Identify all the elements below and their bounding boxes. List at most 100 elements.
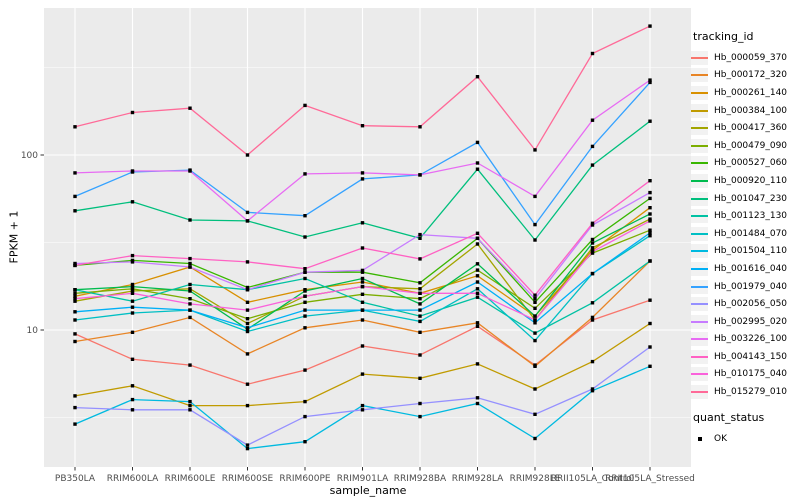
- data-point: [590, 301, 595, 305]
- legend-key-swatch: [691, 332, 708, 347]
- data-point: [418, 319, 422, 324]
- data-point: [590, 241, 595, 245]
- data-point: [648, 119, 652, 123]
- legend-item-Hb_001979_040: Hb_001979_040: [691, 278, 800, 296]
- data-point: [303, 289, 307, 293]
- legend-key-swatch: [691, 138, 708, 153]
- data-point: [648, 190, 652, 195]
- data-point: [533, 331, 537, 335]
- data-point: [360, 276, 365, 281]
- legend-item-label: Hb_001123_130: [714, 211, 788, 222]
- x-tick-label: RRIM928LA: [452, 474, 504, 484]
- legend-item-Hb_002056_050: Hb_002056_050: [691, 295, 800, 313]
- data-point: [303, 440, 307, 444]
- data-point: [303, 267, 307, 271]
- data-point: [475, 295, 480, 299]
- legend-item-Hb_004143_150: Hb_004143_150: [691, 348, 800, 366]
- data-point: [130, 384, 135, 388]
- legend-item-label: Hb_000920_110: [714, 175, 788, 186]
- x-tick-label: RRIM600PE: [279, 474, 331, 484]
- data-point: [303, 235, 307, 239]
- data-point: [475, 362, 480, 366]
- data-point: [245, 210, 250, 215]
- legend-item-Hb_001616_040: Hb_001616_040: [691, 260, 800, 278]
- legend-item-label: OK: [714, 433, 727, 444]
- data-point: [73, 294, 77, 298]
- data-point: [648, 231, 652, 235]
- legend-item-quant-ok: OK: [691, 430, 800, 448]
- y-tick-label: 100: [21, 151, 38, 161]
- data-point: [360, 308, 365, 312]
- data-point: [188, 265, 192, 269]
- data-point: [303, 172, 307, 176]
- data-point: [648, 24, 652, 28]
- data-point: [533, 194, 537, 199]
- data-point: [418, 257, 422, 261]
- data-point: [130, 200, 135, 204]
- data-point: [590, 221, 595, 225]
- data-point: [360, 221, 365, 225]
- data-point: [130, 357, 135, 361]
- data-point: [533, 364, 537, 368]
- data-point: [130, 305, 135, 309]
- data-point: [188, 106, 192, 110]
- data-point: [475, 242, 480, 246]
- data-point: [475, 161, 480, 165]
- legend-item-Hb_001047_230: Hb_001047_230: [691, 190, 800, 208]
- data-point: [475, 287, 480, 291]
- data-point: [533, 387, 537, 391]
- data-point: [303, 399, 307, 404]
- legend-item-Hb_000384_100: Hb_000384_100: [691, 102, 800, 120]
- data-point: [73, 299, 77, 303]
- data-point: [73, 318, 77, 322]
- data-point: [648, 298, 652, 302]
- data-point: [130, 397, 135, 402]
- data-point: [360, 408, 365, 412]
- legend-item-label: Hb_000261_140: [714, 87, 788, 98]
- data-point: [130, 260, 135, 264]
- data-point: [245, 326, 250, 330]
- legend: tracking_id Hb_000059_370 Hb_000172_320 Hb…: [691, 0, 800, 447]
- x-tick-label: RRIM928BA: [394, 474, 447, 484]
- legend-item-Hb_001123_130: Hb_001123_130: [691, 207, 800, 225]
- data-point: [590, 271, 595, 276]
- data-point: [475, 231, 480, 235]
- legend-item-label: Hb_001047_230: [714, 193, 788, 204]
- legend-key-swatch: [691, 121, 708, 136]
- data-point: [245, 443, 250, 447]
- data-point: [303, 276, 307, 281]
- legend-item-label: Hb_001504_110: [714, 246, 788, 257]
- data-point: [188, 403, 192, 408]
- data-point: [533, 306, 537, 310]
- data-point: [130, 253, 135, 258]
- legend-key-swatch: [691, 314, 708, 329]
- data-point: [590, 387, 595, 391]
- data-point: [303, 270, 307, 274]
- data-point: [648, 212, 652, 216]
- data-point: [303, 414, 307, 419]
- data-point: [418, 302, 422, 306]
- legend-item-label: Hb_015279_010: [714, 387, 788, 398]
- legend-item-label: Hb_000172_320: [714, 70, 788, 81]
- data-point: [533, 314, 537, 318]
- data-point: [590, 250, 595, 254]
- data-point: [73, 291, 77, 295]
- legend-key-swatch: [691, 68, 708, 83]
- legend-item-Hb_001504_110: Hb_001504_110: [691, 243, 800, 261]
- data-point: [418, 287, 422, 291]
- legend-item-label: Hb_000417_360: [714, 123, 788, 134]
- x-tick-label: RRIM928LE: [510, 474, 561, 484]
- data-point: [475, 236, 480, 240]
- data-point: [188, 297, 192, 301]
- data-point: [360, 177, 365, 181]
- data-point: [418, 232, 422, 237]
- data-point: [475, 291, 480, 295]
- data-point: [188, 399, 192, 404]
- data-point: [303, 308, 307, 312]
- data-point: [188, 308, 192, 312]
- data-point: [533, 300, 537, 304]
- legend-item-Hb_000059_370: Hb_000059_370: [691, 49, 800, 67]
- data-point: [418, 414, 422, 419]
- data-point: [475, 75, 480, 79]
- data-point: [590, 118, 595, 122]
